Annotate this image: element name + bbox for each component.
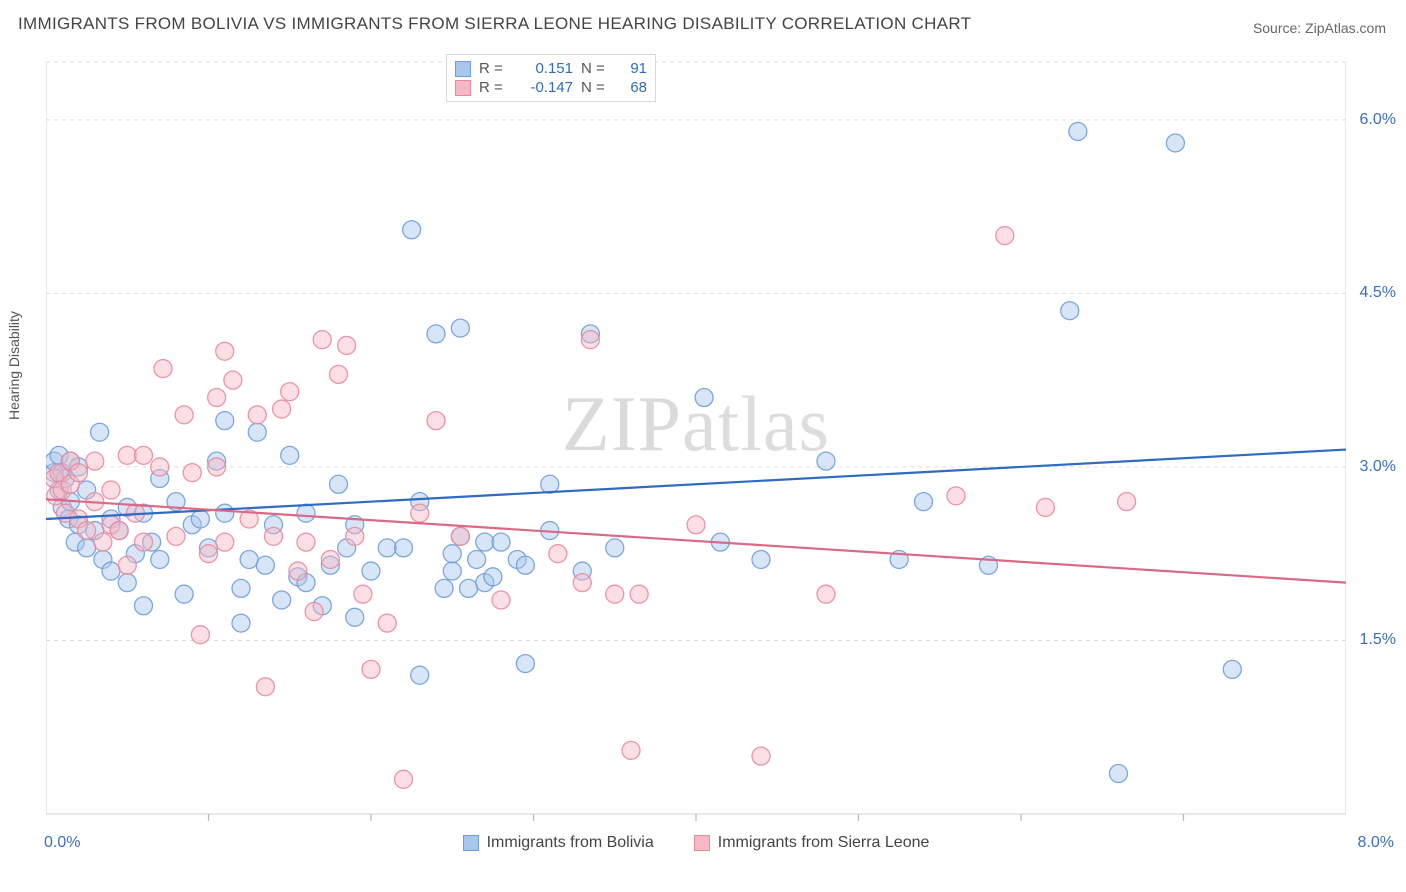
y-tick-label: 1.5% (1360, 631, 1396, 649)
legend-box-sierra (694, 835, 710, 851)
stat-r-sierra: -0.147 (515, 79, 573, 96)
stat-n-label: N = (581, 60, 609, 77)
stat-r-label: R = (479, 60, 507, 77)
legend-square-bolivia (455, 61, 471, 77)
legend-label-sierra: Immigrants from Sierra Leone (718, 834, 930, 852)
legend-item-bolivia: Immigrants from Bolivia (463, 834, 654, 852)
plot-area: ZIPatlas 1.5%3.0%4.5%6.0% R = 0.151 N = … (46, 54, 1346, 824)
chart-title: IMMIGRANTS FROM BOLIVIA VS IMMIGRANTS FR… (18, 14, 971, 34)
legend-box-bolivia (463, 835, 479, 851)
legend-item-sierra: Immigrants from Sierra Leone (694, 834, 930, 852)
source-label: Source: ZipAtlas.com (1253, 20, 1386, 36)
bottom-legend: Immigrants from Bolivia Immigrants from … (46, 834, 1346, 852)
y-axis-label: Hearing Disability (6, 311, 22, 420)
stats-panel: R = 0.151 N = 91 R = -0.147 N = 68 (446, 54, 656, 102)
x-end-label: 8.0% (1358, 834, 1394, 852)
scatter-svg (46, 54, 1346, 824)
stat-n-bolivia: 91 (617, 60, 647, 77)
legend-square-sierra (455, 80, 471, 96)
stats-row-bolivia: R = 0.151 N = 91 (455, 59, 647, 78)
stat-n-sierra: 68 (617, 79, 647, 96)
stat-n-label: N = (581, 79, 609, 96)
legend-label-bolivia: Immigrants from Bolivia (487, 834, 654, 852)
stat-r-label: R = (479, 79, 507, 96)
y-tick-label: 3.0% (1360, 458, 1396, 476)
y-tick-label: 4.5% (1360, 284, 1396, 302)
stats-row-sierra: R = -0.147 N = 68 (455, 78, 647, 97)
y-tick-label: 6.0% (1360, 111, 1396, 129)
stat-r-bolivia: 0.151 (515, 60, 573, 77)
